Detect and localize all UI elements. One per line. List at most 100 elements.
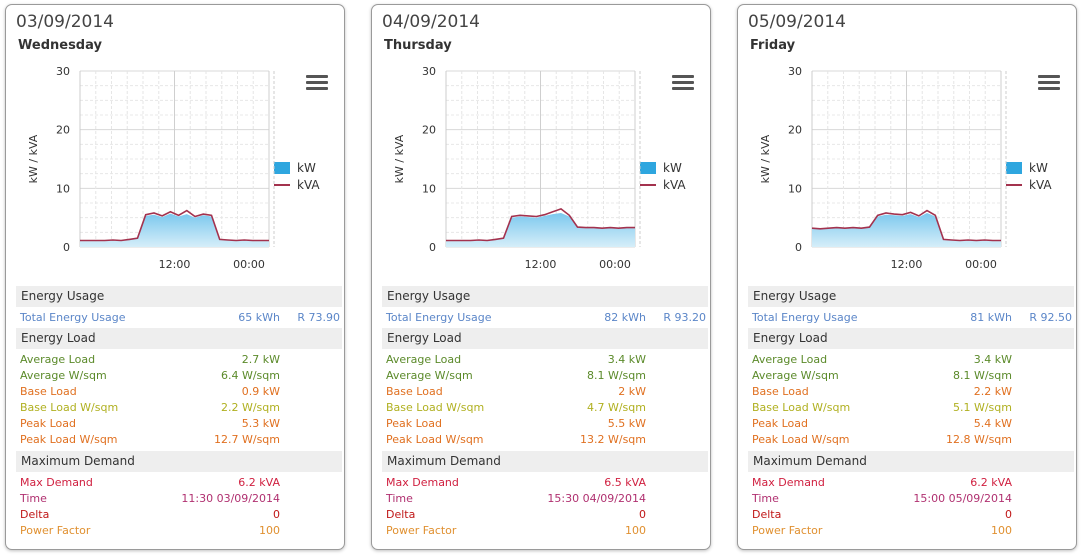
row-value: 100 [259, 524, 280, 537]
row-label: Delta [386, 508, 416, 521]
row-cost: R 73.90 [297, 311, 340, 324]
x-tick-label: 00:00 [233, 258, 265, 271]
row-label: Base Load W/sqm [752, 401, 851, 414]
row-total-energy-usage: Total Energy Usage 82 kWh R 93.20 [386, 310, 706, 326]
row-label: Delta [20, 508, 50, 521]
legend-item-kva[interactable]: kVA [1006, 176, 1052, 193]
day-card: 05/09/2014 Friday kW kVA Energy Usage To… [737, 4, 1077, 550]
row-value: 2.2 W/sqm [220, 401, 280, 414]
row-value: 2 kW [618, 385, 646, 398]
card-date: 04/09/2014 [382, 12, 480, 32]
row-base-load-wsqm: Base Load W/sqm 4.7 W/sqm [386, 400, 706, 416]
card-date: 03/09/2014 [16, 12, 114, 32]
menu-icon[interactable] [1038, 75, 1060, 91]
menu-icon[interactable] [306, 75, 328, 91]
legend-label: kW [663, 160, 682, 175]
legend-item-kw[interactable]: kW [1006, 159, 1052, 176]
kva-series-line [446, 208, 635, 242]
y-tick-label: 0 [63, 241, 70, 254]
row-value: 6.5 kVA [604, 476, 646, 489]
row-label: Total Energy Usage [386, 311, 492, 324]
card-day: Thursday [384, 38, 452, 53]
row-label: Peak Load [386, 417, 443, 430]
kva-swatch-icon [1006, 183, 1022, 186]
row-value: 81 kWh [970, 311, 1012, 324]
row-value: 4.7 W/sqm [586, 401, 646, 414]
y-tick-label: 30 [422, 65, 436, 78]
kva-swatch-icon [640, 183, 656, 186]
row-total-energy-usage: Total Energy Usage 65 kWh R 73.90 [20, 310, 340, 326]
load-chart[interactable]: 0 10 20 30 kW / kVA 12:00 00:00 [6, 61, 346, 281]
row-label: Max Demand [386, 476, 459, 489]
row-value: 15:00 05/09/2014 [913, 492, 1012, 505]
row-value: 5.3 kW [241, 417, 280, 430]
row-delta: Delta 0 [20, 507, 340, 523]
legend-label: kW [1029, 160, 1048, 175]
row-label: Peak Load W/sqm [20, 433, 118, 446]
row-base-load-wsqm: Base Load W/sqm 5.1 W/sqm [752, 400, 1072, 416]
row-cost: R 93.20 [663, 311, 706, 324]
x-tick-label: 00:00 [599, 258, 631, 271]
y-tick-label: 0 [795, 241, 802, 254]
row-base-load-wsqm: Base Load W/sqm 2.2 W/sqm [20, 400, 340, 416]
section-energy-load: Energy Load [16, 328, 342, 349]
row-base-load: Base Load 2.2 kW [752, 384, 1072, 400]
row-label: Power Factor [386, 524, 457, 537]
row-value: 8.1 W/sqm [952, 369, 1012, 382]
kw-swatch-icon [1006, 161, 1022, 174]
load-chart[interactable]: 0 10 20 30 kW / kVA 12:00 00:00 [738, 61, 1078, 281]
legend-item-kw[interactable]: kW [640, 159, 686, 176]
legend-item-kva[interactable]: kVA [274, 176, 320, 193]
row-value: 6.2 kVA [970, 476, 1012, 489]
row-max-demand: Max Demand 6.2 kVA [752, 475, 1072, 491]
row-time: Time 15:30 04/09/2014 [386, 491, 706, 507]
row-value: 13.2 W/sqm [580, 433, 646, 446]
kw-series-area [80, 213, 269, 247]
kw-series-area [812, 213, 1001, 247]
row-value: 6.4 W/sqm [220, 369, 280, 382]
row-label: Average W/sqm [386, 369, 473, 382]
y-tick-label: 20 [56, 124, 70, 137]
row-value: 82 kWh [604, 311, 646, 324]
row-value: 0.9 kW [241, 385, 280, 398]
day-card: 03/09/2014 Wednesday kW kVA Energy Usage… [5, 4, 345, 550]
load-chart[interactable]: 0 10 20 30 kW / kVA 12:00 00:00 [372, 61, 712, 281]
row-average-load: Average Load 3.4 kW [752, 352, 1072, 368]
y-tick-label: 10 [56, 182, 70, 195]
row-average-wsqm: Average W/sqm 8.1 W/sqm [386, 368, 706, 384]
y-tick-label: 10 [788, 182, 802, 195]
y-axis-label: kW / kVA [393, 134, 406, 183]
row-label: Power Factor [20, 524, 91, 537]
section-max-demand: Maximum Demand [16, 451, 342, 472]
row-value: 0 [1005, 508, 1012, 521]
chart-legend: kW kVA [274, 159, 320, 193]
row-label: Peak Load W/sqm [386, 433, 484, 446]
legend-item-kva[interactable]: kVA [640, 176, 686, 193]
row-delta: Delta 0 [386, 507, 706, 523]
section-max-demand: Maximum Demand [382, 451, 708, 472]
row-label: Peak Load W/sqm [752, 433, 850, 446]
row-value: 0 [639, 508, 646, 521]
row-peak-load: Peak Load 5.3 kW [20, 416, 340, 432]
legend-label: kVA [663, 177, 686, 192]
row-average-load: Average Load 2.7 kW [20, 352, 340, 368]
card-day: Wednesday [18, 38, 102, 53]
kva-series-line [811, 209, 1001, 242]
row-value: 100 [991, 524, 1012, 537]
legend-item-kw[interactable]: kW [274, 159, 320, 176]
row-base-load: Base Load 2 kW [386, 384, 706, 400]
row-value: 2.7 kW [241, 353, 280, 366]
row-peak-load-wsqm: Peak Load W/sqm 12.8 W/sqm [752, 432, 1072, 448]
row-label: Average W/sqm [752, 369, 839, 382]
row-label: Total Energy Usage [20, 311, 126, 324]
row-label: Time [752, 492, 779, 505]
legend-label: kVA [1029, 177, 1052, 192]
kva-series-line [80, 209, 269, 242]
x-tick-label: 12:00 [891, 258, 923, 271]
row-peak-load-wsqm: Peak Load W/sqm 13.2 W/sqm [386, 432, 706, 448]
menu-icon[interactable] [672, 75, 694, 91]
row-max-demand: Max Demand 6.2 kVA [20, 475, 340, 491]
kva-swatch-icon [274, 183, 290, 186]
row-average-wsqm: Average W/sqm 8.1 W/sqm [752, 368, 1072, 384]
row-label: Max Demand [752, 476, 825, 489]
